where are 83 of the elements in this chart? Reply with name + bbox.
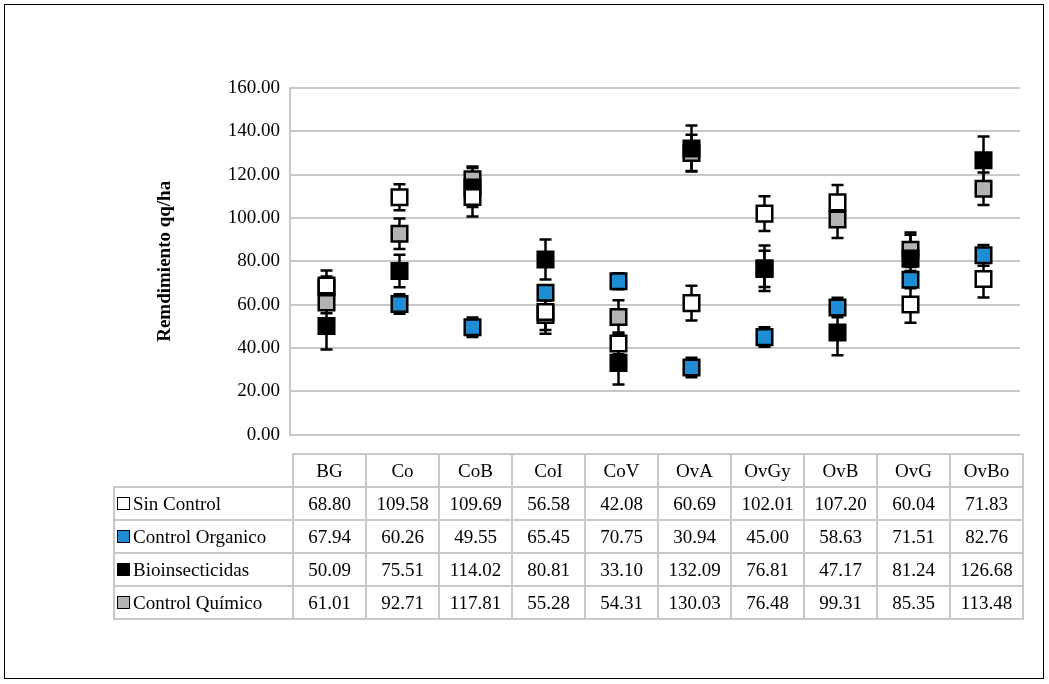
data-label: 68.80 <box>293 487 366 520</box>
data-label: 102.01 <box>731 487 804 520</box>
x-tick-label: OvA <box>658 454 731 487</box>
point <box>390 262 409 281</box>
data-label: 60.69 <box>658 487 731 520</box>
data-label: 71.83 <box>950 487 1023 520</box>
data-label: 76.48 <box>731 586 804 619</box>
x-tick-label: CoI <box>512 454 585 487</box>
data-label: 45.00 <box>731 520 804 553</box>
data-label: 60.04 <box>877 487 950 520</box>
point <box>901 295 920 314</box>
data-label: 65.45 <box>512 520 585 553</box>
point <box>828 323 847 342</box>
data-label: 114.02 <box>439 553 512 586</box>
y-tick-label: 120.00 <box>227 162 280 184</box>
point <box>390 224 409 243</box>
x-tick-label: CoV <box>585 454 658 487</box>
data-label: 47.17 <box>804 553 877 586</box>
legend-label: Control Químico <box>114 586 293 619</box>
data-label: 56.58 <box>512 487 585 520</box>
x-tick-label: OvGy <box>731 454 804 487</box>
data-label: 55.28 <box>512 586 585 619</box>
data-label: 109.69 <box>439 487 512 520</box>
data-label: 58.63 <box>804 520 877 553</box>
data-label: 42.08 <box>585 487 658 520</box>
point <box>463 187 482 207</box>
legend-label: Control Organico <box>114 520 293 553</box>
point <box>682 139 701 158</box>
point <box>901 249 920 268</box>
data-label: 82.76 <box>950 520 1023 553</box>
data-label: 33.10 <box>585 553 658 586</box>
point <box>536 250 555 269</box>
point <box>755 204 774 223</box>
y-tick-label: 100.00 <box>227 205 280 227</box>
point <box>974 269 993 289</box>
x-tick-label: Co <box>366 454 439 487</box>
data-label: 67.94 <box>293 520 366 553</box>
data-label: 85.35 <box>877 586 950 619</box>
data-label: 99.31 <box>804 586 877 619</box>
data-label: 126.68 <box>950 553 1023 586</box>
x-tick-label: BG <box>293 454 366 487</box>
legend-label: Bioinsecticidas <box>114 553 293 586</box>
data-label: 80.81 <box>512 553 585 586</box>
point <box>390 188 409 207</box>
x-tick-label: OvB <box>804 454 877 487</box>
data-label: 109.58 <box>366 487 439 520</box>
y-tick-label: 140.00 <box>227 119 280 141</box>
data-label: 71.51 <box>877 520 950 553</box>
point <box>828 210 847 229</box>
point <box>682 294 701 313</box>
x-tick-label: OvBo <box>950 454 1023 487</box>
y-tick-label: 80.00 <box>237 249 280 271</box>
y-axis-title: Remdimiento qq/ha <box>153 180 175 342</box>
point <box>317 317 336 336</box>
y-tick-label: 20.00 <box>237 379 280 401</box>
point <box>609 307 628 326</box>
point <box>974 179 993 198</box>
data-label: 92.71 <box>366 586 439 619</box>
y-tick-label: 160.00 <box>227 75 280 97</box>
data-label: 60.26 <box>366 520 439 553</box>
y-tick-label: 0.00 <box>246 422 280 444</box>
data-label: 132.09 <box>658 553 731 586</box>
data-label: 49.55 <box>439 520 512 553</box>
y-tick-label: 60.00 <box>237 292 280 314</box>
point <box>828 193 847 212</box>
data-label: 61.01 <box>293 586 366 619</box>
data-label: 54.31 <box>585 586 658 619</box>
y-tick-label: 40.00 <box>237 335 280 357</box>
point <box>974 151 993 170</box>
data-label: 75.51 <box>366 553 439 586</box>
data-label: 130.03 <box>658 586 731 619</box>
x-tick-label: CoB <box>439 454 512 487</box>
data-label: 117.81 <box>439 586 512 619</box>
point <box>609 353 628 372</box>
legend-label: Sin Control <box>114 487 293 520</box>
data-label: 50.09 <box>293 553 366 586</box>
data-label: 70.75 <box>585 520 658 553</box>
data-label: 76.81 <box>731 553 804 586</box>
x-tick-label: OvG <box>877 454 950 487</box>
data-label: 30.94 <box>658 520 731 553</box>
data-label: 81.24 <box>877 553 950 586</box>
data-label: 113.48 <box>950 586 1023 619</box>
data-label: 107.20 <box>804 487 877 520</box>
